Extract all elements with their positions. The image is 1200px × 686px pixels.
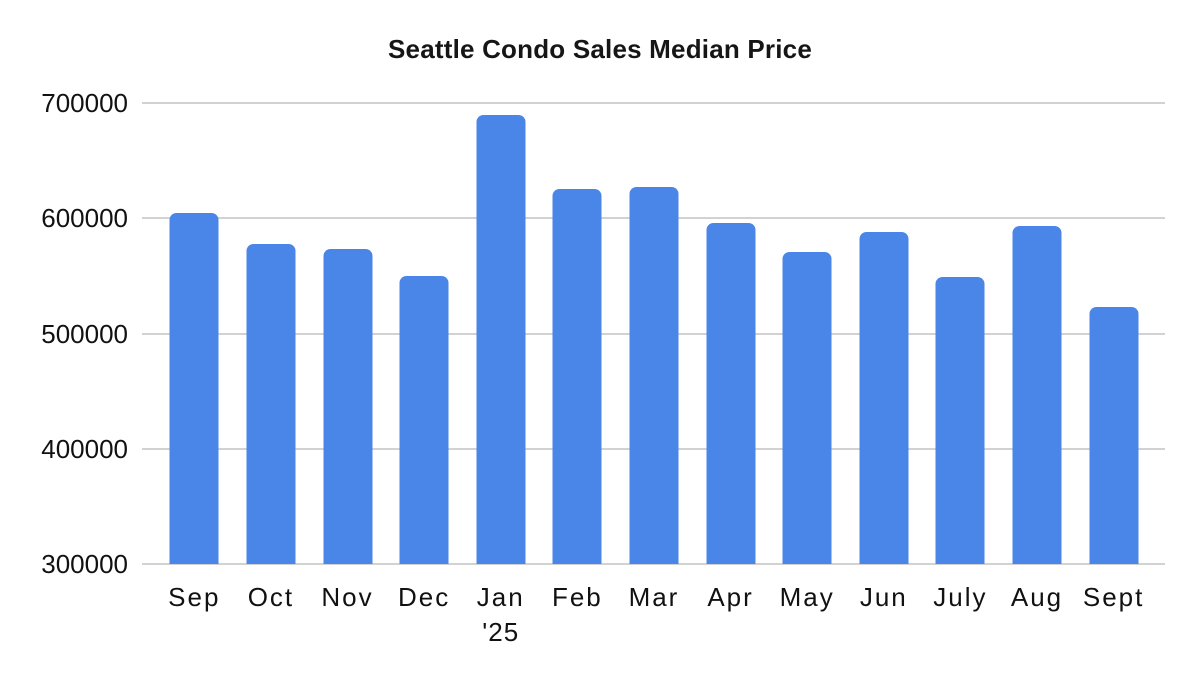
bar-slot-may (769, 103, 846, 564)
y-tick-label-400000: 400000 (41, 433, 128, 464)
bar-mar (629, 187, 679, 564)
bar-slot-apr (692, 103, 769, 564)
bar-slot-aug (999, 103, 1076, 564)
x-axis: Sep Oct Nov Dec Jan '25 Feb Mar Apr May Jun July Aug… (156, 582, 1152, 648)
bar-slot-feb (539, 103, 616, 564)
x-tick-label: Aug (1010, 582, 1064, 612)
x-tick-label: Dec (398, 582, 451, 612)
y-tick-label-700000: 700000 (41, 88, 128, 118)
x-tick-sep: Sep (156, 582, 233, 648)
bar-slot-jan (462, 103, 539, 564)
x-tick-label: Sep (168, 582, 221, 612)
x-tick-dec: Dec (386, 582, 463, 648)
x-tick-oct: Oct (233, 582, 310, 648)
bar-slot-jun (845, 103, 922, 564)
plot-area (142, 102, 1165, 565)
x-tick-label: July (933, 582, 988, 612)
x-tick-sublabel: '25 (482, 617, 520, 647)
x-tick-july: July (922, 582, 999, 648)
x-tick-jan: Jan '25 (462, 582, 539, 648)
x-tick-label: Nov (321, 582, 374, 612)
bar-slot-july (922, 103, 999, 564)
x-tick-label: Sept (1082, 582, 1145, 612)
bar-slot-sept (1075, 103, 1152, 564)
bar-slot-nov (309, 103, 386, 564)
bar-slot-dec (386, 103, 463, 564)
bar-oct (246, 243, 296, 564)
x-tick-mar: Mar (616, 582, 693, 648)
x-tick-may: May (769, 582, 846, 648)
x-tick-label: Apr (707, 582, 754, 612)
bar-jan (476, 114, 526, 564)
x-tick-label: May (779, 582, 835, 612)
gridline-700000 (142, 102, 1165, 104)
bar-slot-mar (616, 103, 693, 564)
y-tick-label-600000: 600000 (41, 203, 128, 234)
x-tick-jun: Jun (845, 582, 922, 648)
x-tick-sept: Sept (1075, 582, 1152, 648)
chart-title: Seattle Condo Sales Median Price (388, 34, 812, 64)
bar-slot-sep (156, 103, 233, 564)
bar-sept (1089, 307, 1139, 564)
x-tick-label: Jun (859, 582, 908, 612)
x-tick-aug: Aug (999, 582, 1076, 648)
bar-sep (169, 212, 219, 564)
bar-slot-oct (233, 103, 310, 564)
x-tick-label: Jan (476, 582, 525, 612)
x-tick-feb: Feb (539, 582, 616, 648)
bar-may (782, 251, 832, 564)
bar-july (935, 277, 985, 564)
x-tick-label: Oct (247, 582, 295, 612)
x-tick-apr: Apr (692, 582, 769, 648)
bar-aug (1012, 226, 1062, 564)
x-tick-nov: Nov (309, 582, 386, 648)
y-tick-label-300000: 300000 (41, 549, 128, 579)
gridline-300000 (142, 563, 1165, 565)
x-tick-label: Mar (628, 582, 680, 612)
bar-apr (706, 222, 756, 564)
bar-nov (323, 249, 373, 564)
bar-feb (552, 189, 602, 564)
bar-jun (859, 232, 909, 564)
y-tick-label-500000: 500000 (41, 318, 128, 349)
bars-band (156, 103, 1152, 564)
bar-dec (399, 275, 449, 564)
x-tick-label: Feb (551, 582, 603, 612)
